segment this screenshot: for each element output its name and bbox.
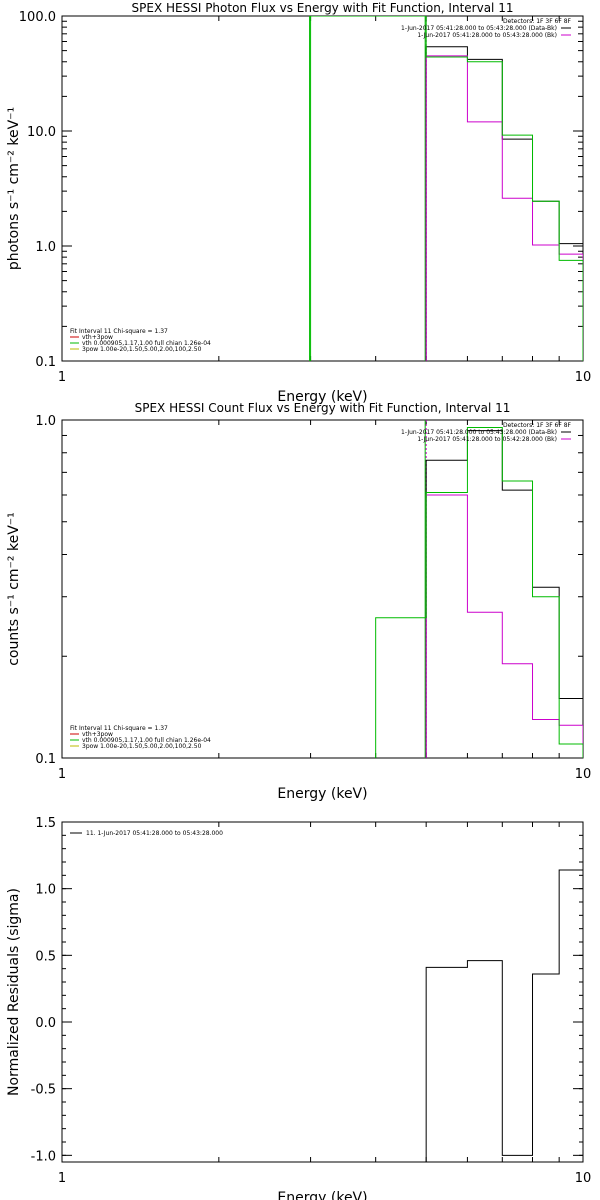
fit-legend-entry: vth+3pow — [82, 334, 113, 341]
y-axis-label: photons s⁻¹ cm⁻² keV⁻¹ — [6, 107, 22, 270]
fit-legend-header: Fit Interval 11 Chi-square = 1.37 — [70, 725, 168, 732]
series-line-3 — [375, 427, 583, 758]
legend-entry: 1-Jun-2017 05:41:28.000 to 05:42:28.000 … — [417, 436, 557, 443]
fit-legend-entry: 3pow 1.00e-20,1.50,5.00,2.00,100,2.50 — [82, 346, 202, 353]
plot-frame — [61, 419, 584, 759]
plot-frame — [61, 15, 584, 362]
chart-panel-1: SPEX HESSI Photon Flux vs Energy with Fi… — [6, 1, 591, 405]
series-line-1 — [425, 430, 583, 758]
x-axis-label: Energy (keV) — [277, 786, 367, 802]
y-tick-label: -0.5 — [31, 1083, 56, 1098]
chart-panel-2: SPEX HESSI Count Flux vs Energy with Fit… — [6, 401, 591, 802]
legend-entry: 1-Jun-2017 05:41:28.000 to 05:43:28.000 … — [417, 32, 557, 39]
legend-header: Detectors: 1F 3F 6F 8F — [503, 18, 572, 25]
y-tick-label: 0.5 — [35, 949, 56, 964]
series-line-2 — [425, 494, 583, 758]
series-line-1 — [425, 869, 583, 1162]
chart-title: SPEX HESSI Count Flux vs Energy with Fit… — [135, 401, 511, 415]
legend-header: Detectors: 1F 3F 6F 8F — [503, 422, 572, 429]
y-tick-label: 10.0 — [27, 125, 56, 140]
plot-frame — [61, 821, 584, 1163]
fit-legend-entry: 3pow 1.00e-20,1.50,5.00,2.00,100,2.50 — [82, 743, 202, 750]
y-axis-label: counts s⁻¹ cm⁻² keV⁻¹ — [6, 512, 22, 666]
x-tick-label: 10 — [575, 370, 592, 385]
series-group — [425, 869, 583, 1162]
chart-title: SPEX HESSI Photon Flux vs Energy with Fi… — [132, 1, 514, 15]
y-tick-label: 1.0 — [35, 414, 56, 429]
x-tick-label: 1 — [58, 767, 66, 782]
residual-legend-entry: 11. 1-Jun-2017 05:41:28.000 to 05:43:28.… — [86, 830, 223, 837]
y-tick-label: 1.5 — [35, 816, 56, 831]
x-tick-label: 10 — [575, 1171, 592, 1186]
fit-legend-header: Fit Interval 11 Chi-square = 1.37 — [70, 328, 168, 335]
y-axis-label: Normalized Residuals (sigma) — [6, 888, 22, 1096]
chart-panel-3: 1 10 -1.0 -0.5 0.0 0.5 1.0 1.5 Energy (keV) Norma… — [6, 816, 591, 1200]
y-tick-label: -1.0 — [31, 1149, 56, 1164]
fit-legend-entry: vth+3pow — [82, 731, 113, 738]
series-group — [375, 427, 583, 758]
series-group — [310, 16, 583, 361]
y-tick-label: 1.0 — [35, 883, 56, 898]
y-tick-label: 100.0 — [19, 10, 56, 25]
x-tick-label: 1 — [58, 370, 66, 385]
x-tick-label: 1 — [58, 1171, 66, 1186]
y-tick-label: 0.1 — [35, 752, 56, 767]
legend-entry: 1-Jun-2017 05:41:28.000 to 05:43:28.000 … — [401, 429, 557, 436]
x-axis-label: Energy (keV) — [277, 389, 367, 405]
fit-legend-entry: vth 0.000905,1.17,1.00 full chian 1.26e-… — [82, 737, 211, 744]
legend-entry: 1-Jun-2017 05:41:28.000 to 05:43:28.000 … — [401, 25, 557, 32]
series-line-3 — [310, 16, 583, 361]
y-tick-label: 0.1 — [35, 355, 56, 370]
series-line-1 — [425, 46, 583, 361]
y-tick-label: 1.0 — [35, 240, 56, 255]
y-tick-label: 0.0 — [35, 1016, 56, 1031]
fit-legend-entry: vth 0.000905,1.17,1.00 full chian 1.26e-… — [82, 340, 211, 347]
x-axis-label: Energy (keV) — [277, 1190, 367, 1200]
series-line-2 — [425, 55, 583, 361]
x-tick-label: 10 — [575, 767, 592, 782]
